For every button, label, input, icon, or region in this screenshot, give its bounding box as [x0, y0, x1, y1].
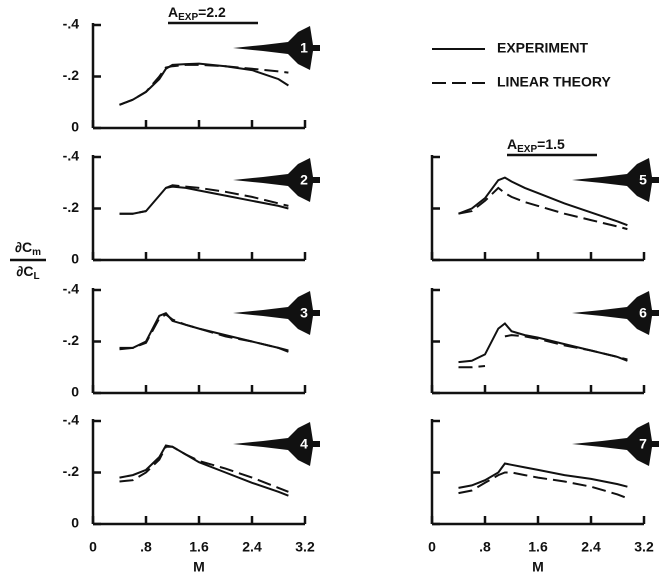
series-line: [119, 185, 289, 215]
panel-number: 2: [300, 172, 308, 188]
y-tick-label: -.4: [63, 412, 80, 428]
aircraft-icon: [233, 422, 320, 466]
x-tick-label: 2.4: [242, 539, 262, 555]
annotation-text: A: [507, 136, 517, 152]
annotation-text: =2.2: [198, 4, 226, 20]
series-line: [458, 462, 628, 489]
annotation: AEXP=1.5: [507, 136, 565, 155]
x-tick-label: 0: [89, 539, 97, 555]
series-line: [119, 313, 289, 353]
series-line: [119, 63, 289, 106]
y-axis-label: ∂Cm: [15, 239, 41, 258]
aircraft-icon: [572, 291, 659, 335]
x-axis-label: M: [193, 559, 205, 575]
y-tick-label: 0: [71, 251, 79, 267]
legend-label: EXPERIMENT: [497, 40, 588, 56]
y-label-part: ∂C: [16, 263, 33, 279]
x-axis-label: M: [532, 559, 544, 575]
x-tick-label: .8: [140, 539, 152, 555]
x-tick-label: 0: [428, 539, 436, 555]
series-line: [458, 176, 628, 227]
series-line: [119, 62, 289, 106]
x-tick-label: 3.2: [634, 539, 654, 555]
panel-number: 1: [300, 40, 308, 56]
y-label-part: ∂C: [15, 239, 32, 255]
aircraft-icon: [572, 422, 659, 466]
y-axis-label: ∂CL: [16, 263, 39, 282]
y-label-subscript: L: [33, 271, 39, 282]
x-tick-label: 2.4: [581, 539, 601, 555]
panel-number: 3: [300, 305, 308, 321]
y-tick-label: -.4: [63, 148, 80, 164]
panel-number: 5: [639, 172, 647, 188]
y-tick-label: 0: [71, 384, 79, 400]
series-line: [119, 312, 289, 352]
annotation-subscript: EXP: [517, 144, 537, 155]
x-tick-label: 1.6: [528, 539, 548, 555]
y-tick-label: 0: [71, 119, 79, 135]
y-label-subscript: m: [32, 247, 41, 258]
annotation: AEXP=2.2: [168, 4, 226, 23]
y-tick-label: 0: [71, 515, 79, 531]
aircraft-icon: [233, 291, 320, 335]
series-line: [458, 322, 628, 364]
panel-number: 7: [639, 436, 647, 452]
series-line: [119, 184, 289, 215]
x-tick-label: 1.6: [189, 539, 209, 555]
series-line: [119, 444, 289, 497]
series-line: [119, 445, 289, 493]
series-line: [458, 186, 628, 231]
y-tick-label: -.4: [63, 281, 80, 297]
panel-number: 6: [639, 305, 647, 321]
aircraft-icon: [572, 158, 659, 202]
series-line: [458, 471, 628, 500]
y-tick-label: -.4: [63, 16, 80, 32]
y-tick-label: -.2: [63, 67, 80, 83]
annotation-text: A: [168, 4, 178, 20]
legend-label: LINEAR THEORY: [497, 74, 611, 90]
y-tick-label: -.2: [63, 332, 80, 348]
x-tick-label: 3.2: [295, 539, 315, 555]
x-tick-label: .8: [479, 539, 491, 555]
aircraft-icon: [233, 158, 320, 202]
panel-number: 4: [300, 436, 308, 452]
series-line: [458, 334, 628, 369]
annotation-text: =1.5: [537, 136, 565, 152]
y-tick-label: -.2: [63, 199, 80, 215]
y-tick-label: -.2: [63, 463, 80, 479]
annotation-subscript: EXP: [178, 12, 198, 23]
aircraft-icon: [233, 26, 320, 70]
